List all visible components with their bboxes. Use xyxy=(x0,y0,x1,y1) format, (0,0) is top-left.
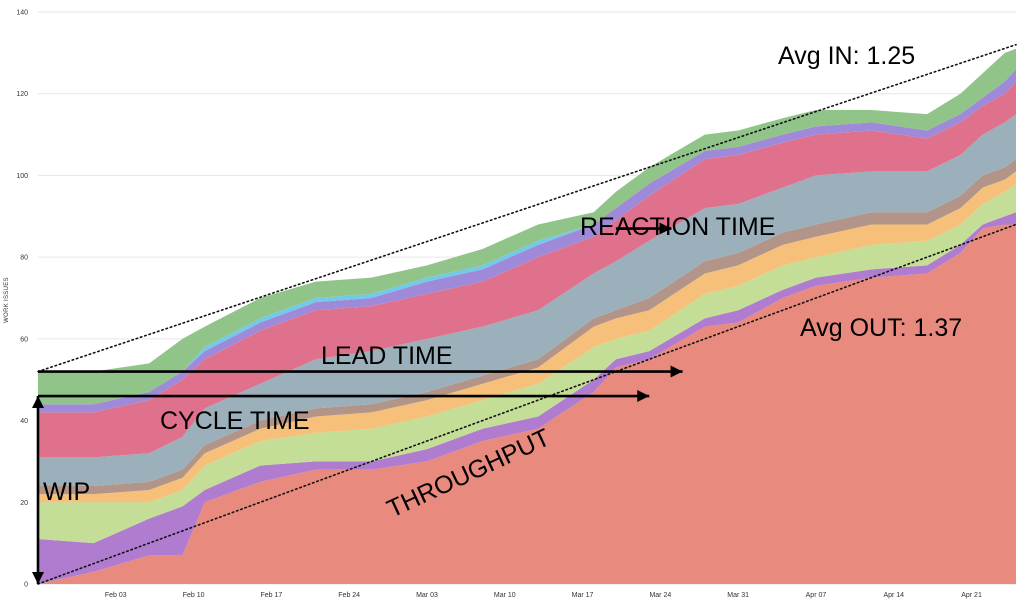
y-tick-label: 80 xyxy=(20,255,28,262)
reaction-time-annotation: REACTION TIME xyxy=(580,213,775,241)
y-tick-label: 60 xyxy=(20,336,28,343)
y-tick-label: 20 xyxy=(20,500,28,507)
area-green xyxy=(38,48,1016,405)
y-axis-label: WORK ISSUES xyxy=(4,277,10,323)
lead-time-arrow-head xyxy=(670,365,683,378)
y-tick-label: 140 xyxy=(16,10,28,17)
x-tick-label: Apr 21 xyxy=(961,592,982,599)
cycle-time-annotation: CYCLE TIME xyxy=(160,407,310,435)
x-tick-label: Feb 24 xyxy=(338,592,360,599)
area-brown xyxy=(38,159,1016,495)
y-tick-label: 120 xyxy=(16,91,28,98)
avg-out-annotation: Avg OUT: 1.37 xyxy=(800,314,962,342)
trendline-avg-out xyxy=(37,223,1017,585)
x-tick-label: Mar 31 xyxy=(727,592,749,599)
x-tick-label: Apr 07 xyxy=(806,592,827,599)
wip-arrow-start-head xyxy=(32,396,44,409)
x-tick-label: Mar 10 xyxy=(494,592,516,599)
area-orange xyxy=(38,171,1016,503)
x-tick-label: Feb 03 xyxy=(105,592,127,599)
y-tick-label: 0 xyxy=(24,582,28,589)
x-tick-label: Feb 10 xyxy=(183,592,205,599)
trendlines xyxy=(37,43,1017,585)
x-axis: Feb 03 Feb 10 Feb 17 Feb 24 Mar 03 Mar 10 Mar … xyxy=(105,592,982,599)
wip-annotation: WIP xyxy=(43,478,90,506)
trendline-avg-in xyxy=(37,43,1017,373)
y-tick-label: 40 xyxy=(20,418,28,425)
x-tick-label: Feb 17 xyxy=(260,592,282,599)
area-pink xyxy=(38,81,1016,458)
area-blue-gray xyxy=(38,114,1016,486)
y-axis: 0 20 40 60 80 100 120 140 xyxy=(16,10,28,589)
x-tick-label: Mar 17 xyxy=(572,592,594,599)
reaction-time-arrow-head xyxy=(659,222,672,235)
cycle-time-arrow-head xyxy=(637,390,650,403)
x-tick-label: Mar 03 xyxy=(416,592,438,599)
y-tick-label: 100 xyxy=(16,173,28,180)
area-light-green xyxy=(38,183,1016,544)
wip-arrow-head xyxy=(32,572,44,584)
area-purple xyxy=(38,212,1016,584)
x-tick-label: Mar 24 xyxy=(649,592,671,599)
arrows xyxy=(32,222,683,584)
avg-in-annotation: Avg IN: 1.25 xyxy=(778,42,915,70)
x-tick-label: Apr 14 xyxy=(883,592,904,599)
lead-time-annotation: LEAD TIME xyxy=(321,342,453,370)
